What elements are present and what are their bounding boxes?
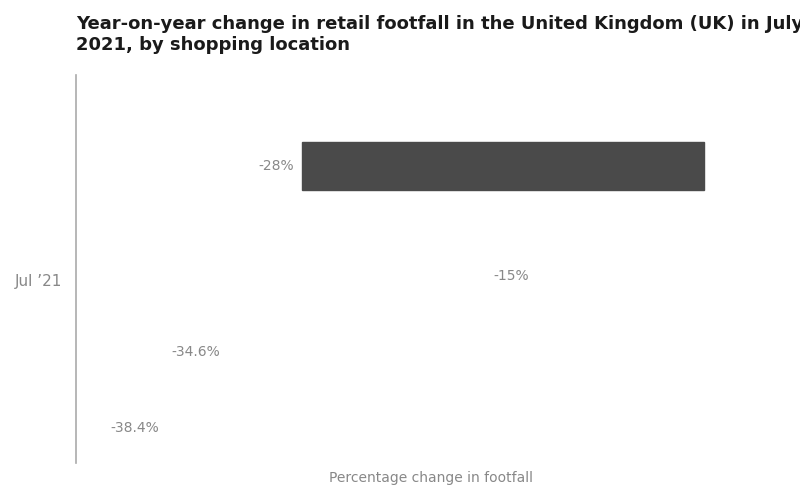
Bar — [302, 142, 705, 190]
Text: -15%: -15% — [494, 268, 529, 282]
Text: Year-on-year change in retail footfall in the United Kingdom (UK) in July
2021, : Year-on-year change in retail footfall i… — [76, 15, 800, 54]
X-axis label: Percentage change in footfall: Percentage change in footfall — [329, 471, 533, 485]
Text: -38.4%: -38.4% — [110, 421, 158, 435]
Text: -34.6%: -34.6% — [171, 345, 220, 359]
Text: -28%: -28% — [258, 159, 294, 173]
